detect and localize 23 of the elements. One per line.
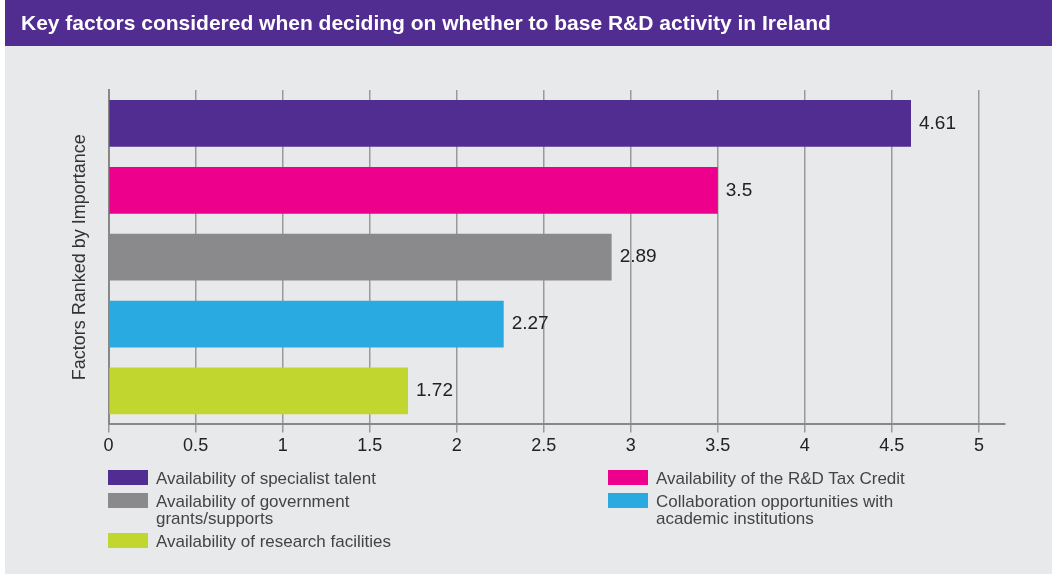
legend-label: Collaboration opportunities with academic institutions xyxy=(656,492,895,528)
x-tick-label: 4 xyxy=(799,435,810,456)
x-tick-label: 1 xyxy=(277,435,288,456)
data-label: 2.27 xyxy=(511,312,549,334)
legend-label: Availability of the R&D Tax Credit xyxy=(656,469,905,488)
x-tick-label: 2 xyxy=(451,435,462,456)
x-tick-label: 3.5 xyxy=(705,435,731,456)
x-tick-label: 2.5 xyxy=(531,435,557,456)
data-label: 2.89 xyxy=(619,245,657,267)
data-label: 3.5 xyxy=(725,178,753,200)
x-tick-label: 0.5 xyxy=(183,435,209,456)
x-tick-label: 3 xyxy=(625,435,636,456)
x-tick-label: 0 xyxy=(103,435,114,456)
legend-label: Availability of government grants/supports xyxy=(156,492,351,528)
legend-label: Availability of research facilities xyxy=(156,532,391,551)
y-axis-title: Factors Ranked by Importance xyxy=(68,134,89,381)
data-label: 1.72 xyxy=(415,379,453,401)
x-tick-label: 4.5 xyxy=(879,435,905,456)
chart-title: Key factors considered when deciding on whether to base R&D activity in Ireland xyxy=(5,0,1052,46)
legend-label: Availability of specialist talent xyxy=(156,469,376,488)
data-label: 4.61 xyxy=(919,111,956,133)
x-tick-label: 5 xyxy=(973,435,984,456)
x-tick-label: 1.5 xyxy=(357,435,383,456)
